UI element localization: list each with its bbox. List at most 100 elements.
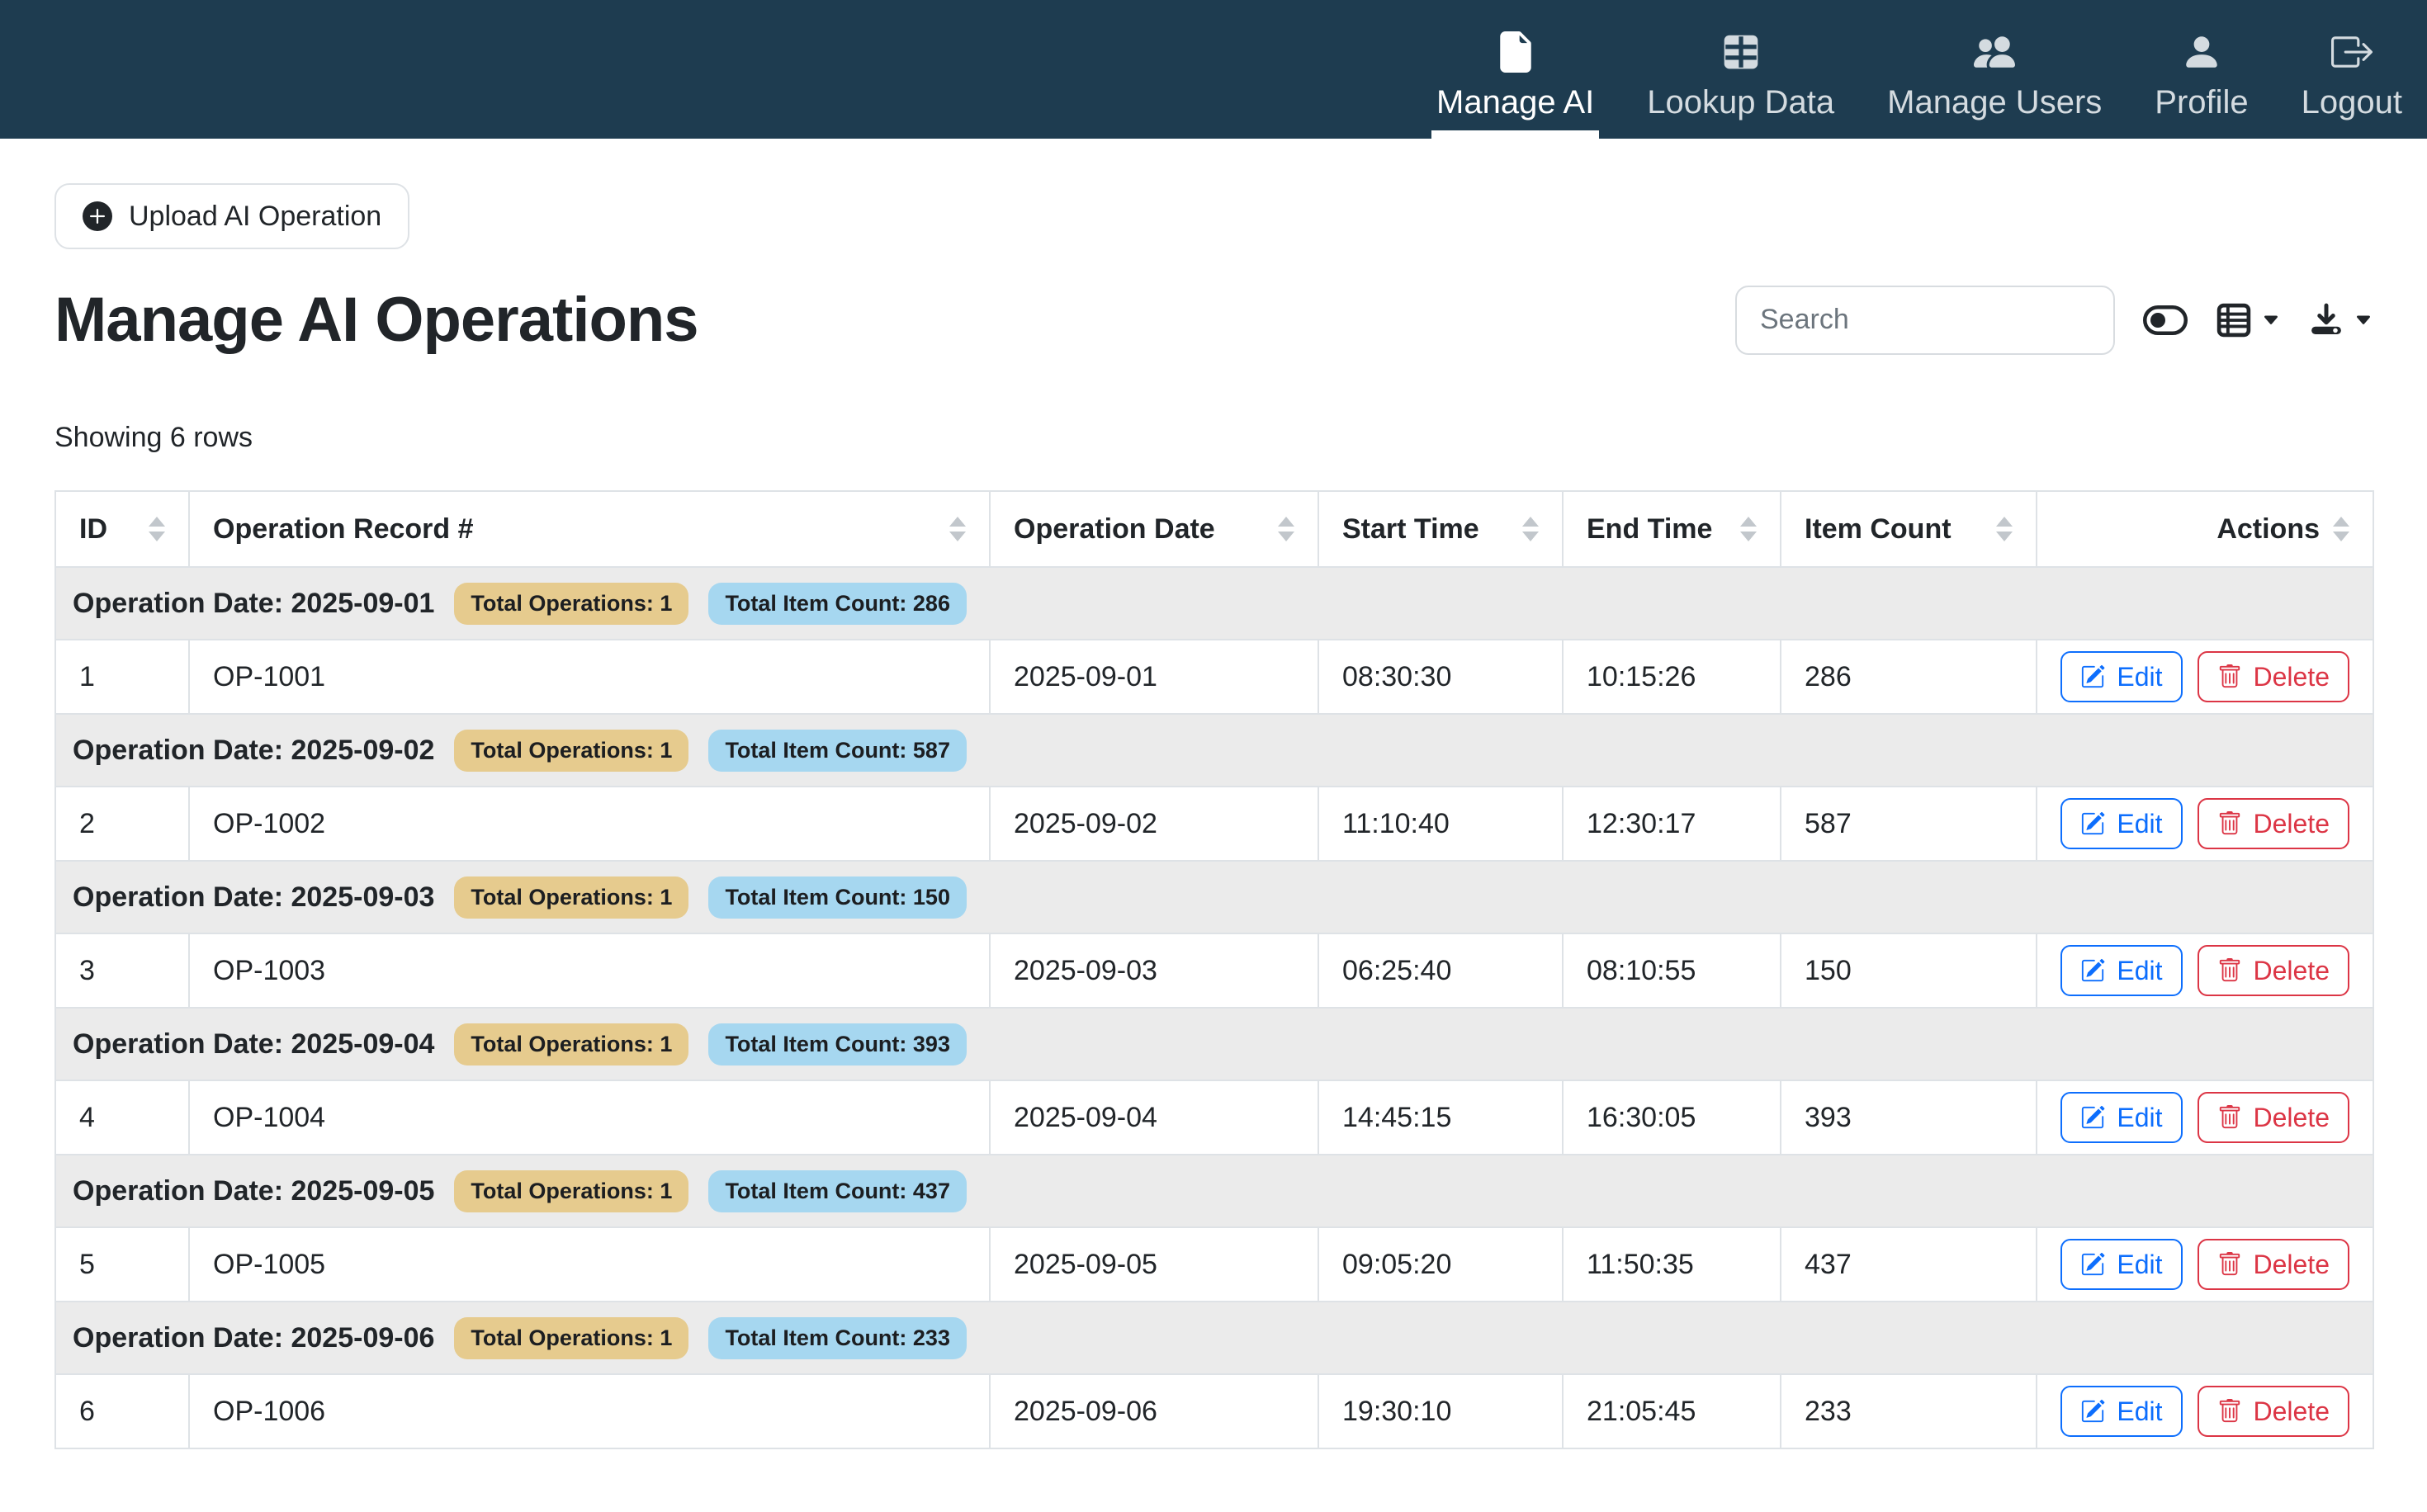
download-icon xyxy=(2308,302,2344,338)
cell-actions: Edit Delete xyxy=(2036,933,2374,1009)
cell-operation-record: OP-1004 xyxy=(188,1080,991,1155)
edit-button[interactable]: Edit xyxy=(2060,1386,2183,1437)
delete-button[interactable]: Delete xyxy=(2197,1386,2349,1437)
cell-start-time: 09:05:20 xyxy=(1318,1226,1564,1302)
cell-id: 6 xyxy=(54,1373,190,1449)
cell-operation-record: OP-1005 xyxy=(188,1226,991,1302)
group-header-row: Operation Date: 2025-09-04 Total Operati… xyxy=(54,1007,2374,1081)
delete-button[interactable]: Delete xyxy=(2197,651,2349,702)
cell-start-time: 14:45:15 xyxy=(1318,1080,1564,1155)
total-item-count-badge: Total Item Count: 286 xyxy=(708,582,967,625)
sort-icon xyxy=(1522,517,1539,541)
pencil-square-icon xyxy=(2080,664,2105,689)
cell-operation-date: 2025-09-03 xyxy=(989,933,1319,1009)
group-header-row: Operation Date: 2025-09-02 Total Operati… xyxy=(54,713,2374,787)
table-toolbar xyxy=(1735,285,2373,355)
column-header-operation-date: Operation Date xyxy=(989,490,1319,568)
total-operations-badge: Total Operations: 1 xyxy=(454,1316,689,1359)
cell-start-time: 19:30:10 xyxy=(1318,1373,1564,1449)
plus-circle-icon xyxy=(83,201,112,231)
cell-id: 5 xyxy=(54,1226,190,1302)
edit-button[interactable]: Edit xyxy=(2060,651,2183,702)
pencil-square-icon xyxy=(2080,1105,2105,1130)
column-header-id[interactable]: ID xyxy=(54,490,190,568)
table-header-row: ID Operation Record # Operation Date Sta… xyxy=(54,490,2374,568)
search-input[interactable] xyxy=(1735,285,2115,355)
edit-button[interactable]: Edit xyxy=(2060,945,2183,996)
cell-actions: Edit Delete xyxy=(2036,1080,2374,1155)
pencil-square-icon xyxy=(2080,1252,2105,1277)
export-dropdown-button[interactable] xyxy=(2308,302,2373,338)
cell-item-count: 150 xyxy=(1780,933,2037,1009)
cell-end-time: 21:05:45 xyxy=(1562,1373,1781,1449)
table-row: 5 OP-1005 2025-09-05 09:05:20 11:50:35 4… xyxy=(54,1226,2374,1302)
cell-operation-record: OP-1002 xyxy=(188,786,991,862)
pencil-square-icon xyxy=(2080,1399,2105,1424)
total-item-count-badge: Total Item Count: 393 xyxy=(708,1023,967,1065)
cell-operation-date: 2025-09-06 xyxy=(989,1373,1319,1449)
row-count-text: Showing 6 rows xyxy=(54,422,253,453)
group-date-label: Operation Date: 2025-09-06 xyxy=(73,1321,435,1354)
group-date-label: Operation Date: 2025-09-04 xyxy=(73,1028,435,1060)
total-operations-badge: Total Operations: 1 xyxy=(454,729,689,772)
total-item-count-badge: Total Item Count: 233 xyxy=(708,1316,967,1359)
total-item-count-badge: Total Item Count: 587 xyxy=(708,729,967,772)
delete-button[interactable]: Delete xyxy=(2197,798,2349,849)
total-operations-badge: Total Operations: 1 xyxy=(454,1169,689,1212)
cell-item-count: 437 xyxy=(1780,1226,2037,1302)
group-date-label: Operation Date: 2025-09-02 xyxy=(73,734,435,766)
edit-button[interactable]: Edit xyxy=(2060,1092,2183,1143)
cell-id: 1 xyxy=(54,639,190,715)
trash-icon xyxy=(2217,664,2242,689)
sort-icon xyxy=(949,517,966,541)
columns-dropdown-button[interactable] xyxy=(2216,302,2280,338)
cell-operation-record: OP-1001 xyxy=(188,639,991,715)
group-header-row: Operation Date: 2025-09-06 Total Operati… xyxy=(54,1301,2374,1375)
cell-start-time: 08:30:30 xyxy=(1318,639,1564,715)
cell-operation-record: OP-1006 xyxy=(188,1373,991,1449)
group-date-label: Operation Date: 2025-09-05 xyxy=(73,1174,435,1207)
nav-item-logout[interactable]: Logout xyxy=(2297,30,2407,139)
logout-icon xyxy=(2330,30,2373,74)
nav-item-lookup-data[interactable]: Lookup Data xyxy=(1642,30,1839,139)
trash-icon xyxy=(2217,958,2242,983)
pencil-square-icon xyxy=(2080,958,2105,983)
upload-button-label: Upload AI Operation xyxy=(129,200,382,232)
upload-ai-operation-button[interactable]: Upload AI Operation xyxy=(54,183,410,249)
edit-button[interactable]: Edit xyxy=(2060,1239,2183,1290)
cell-end-time: 11:50:35 xyxy=(1562,1226,1781,1302)
trash-icon xyxy=(2217,1399,2242,1424)
column-header-actions: Actions xyxy=(2036,490,2374,568)
file-icon xyxy=(1495,30,1536,74)
cell-actions: Edit Delete xyxy=(2036,639,2374,715)
delete-button[interactable]: Delete xyxy=(2197,945,2349,996)
column-header-operation-record: Operation Record # xyxy=(188,490,991,568)
cell-item-count: 286 xyxy=(1780,639,2037,715)
table-row: 6 OP-1006 2025-09-06 19:30:10 21:05:45 2… xyxy=(54,1373,2374,1449)
nav-item-profile[interactable]: Profile xyxy=(2150,30,2253,139)
cell-id: 2 xyxy=(54,786,190,862)
people-icon xyxy=(1970,30,2018,74)
cell-operation-date: 2025-09-04 xyxy=(989,1080,1319,1155)
cell-item-count: 233 xyxy=(1780,1373,2037,1449)
nav-item-manage-ai[interactable]: Manage AI xyxy=(1431,30,1600,139)
sort-icon xyxy=(1278,517,1294,541)
cell-end-time: 08:10:55 xyxy=(1562,933,1781,1009)
table-grid-icon xyxy=(1720,30,1762,74)
column-header-start-time: Start Time xyxy=(1318,490,1564,568)
nav-item-manage-users[interactable]: Manage Users xyxy=(1882,30,2107,139)
total-item-count-badge: Total Item Count: 437 xyxy=(708,1169,967,1212)
edit-button[interactable]: Edit xyxy=(2060,798,2183,849)
total-operations-badge: Total Operations: 1 xyxy=(454,582,689,625)
cell-operation-date: 2025-09-05 xyxy=(989,1226,1319,1302)
person-icon xyxy=(2181,30,2222,74)
caret-down-icon xyxy=(2262,311,2280,329)
sort-icon xyxy=(1996,517,2013,541)
operations-table: ID Operation Record # Operation Date Sta… xyxy=(54,490,2374,1449)
delete-button[interactable]: Delete xyxy=(2197,1239,2349,1290)
total-operations-badge: Total Operations: 1 xyxy=(454,1023,689,1065)
group-header-row: Operation Date: 2025-09-01 Total Operati… xyxy=(54,566,2374,640)
toggle-icon xyxy=(2143,305,2188,336)
toggle-view-button[interactable] xyxy=(2143,305,2188,336)
delete-button[interactable]: Delete xyxy=(2197,1092,2349,1143)
